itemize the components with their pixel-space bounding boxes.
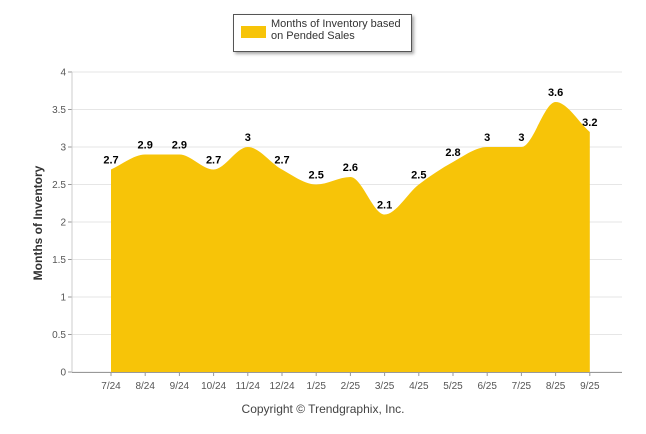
x-tick-label: 4/25	[409, 381, 429, 392]
x-tick-label: 3/25	[375, 381, 395, 392]
data-label: 3.6	[548, 87, 563, 99]
data-label: 2.9	[138, 140, 153, 152]
y-tick-label: 2	[60, 218, 66, 229]
data-label: 3.2	[582, 117, 597, 129]
legend: Months of Inventory based on Pended Sale…	[233, 14, 412, 52]
x-tick-label: 9/24	[170, 381, 190, 392]
y-tick-label: 3	[60, 143, 66, 154]
y-tick-label: 0	[60, 368, 66, 379]
area-fill	[111, 102, 590, 372]
x-tick-label: 7/24	[101, 381, 121, 392]
data-label: 2.8	[445, 147, 460, 159]
data-label: 3	[518, 132, 524, 144]
data-label: 2.5	[309, 170, 324, 182]
x-tick-label: 12/24	[269, 381, 294, 392]
y-axis-title: Months of Inventory	[31, 165, 45, 280]
copyright-text: Copyright © Trendgraphix, Inc.	[241, 402, 405, 416]
y-tick-label: 0.5	[52, 330, 66, 341]
x-tick-label: 7/25	[512, 381, 532, 392]
x-tick-label: 1/25	[306, 381, 326, 392]
y-tick-label: 2.5	[52, 180, 66, 191]
data-label: 2.1	[377, 200, 392, 212]
series-area	[111, 102, 590, 372]
data-label: 2.7	[274, 155, 289, 167]
data-label: 2.9	[172, 140, 187, 152]
data-labels: 2.7 2.9 2.9 2.7 3 2.7 2.5 2.6 2.1 2.5 2.8 3 3 3.6 3.2	[103, 87, 597, 212]
x-axis-ticks: 7/24 8/24 9/24 10/24 11/24 12/24 1/25 2/25 3/25 4…	[101, 372, 600, 392]
data-label: 3	[245, 132, 251, 144]
x-tick-label: 5/25	[443, 381, 463, 392]
x-tick-label: 8/25	[546, 381, 566, 392]
y-tick-label: 3.5	[52, 105, 66, 116]
y-tick-label: 4	[60, 68, 66, 79]
data-label: 2.5	[411, 170, 426, 182]
x-tick-label: 6/25	[477, 381, 497, 392]
y-tick-label: 1.5	[52, 255, 66, 266]
x-tick-label: 9/25	[580, 381, 600, 392]
data-label: 2.6	[343, 162, 358, 174]
legend-swatch	[241, 26, 266, 38]
y-axis-ticks: 0 0.5 1 1.5 2 2.5 3 3.5 4	[52, 68, 73, 379]
data-label: 3	[484, 132, 490, 144]
x-tick-label: 2/25	[341, 381, 361, 392]
data-label: 2.7	[206, 155, 221, 167]
y-tick-label: 1	[60, 293, 66, 304]
x-tick-label: 8/24	[135, 381, 155, 392]
data-label: 2.7	[103, 155, 118, 167]
x-tick-label: 10/24	[201, 381, 226, 392]
x-tick-label: 11/24	[236, 381, 261, 392]
legend-label: Months of Inventory based on Pended Sale…	[271, 18, 401, 42]
